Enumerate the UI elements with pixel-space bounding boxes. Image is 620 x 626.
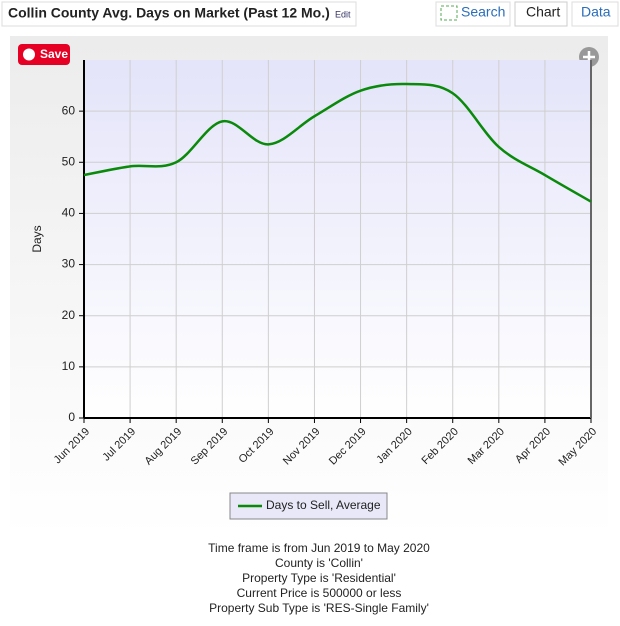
tab[interactable]	[514, 1, 568, 27]
y-tick-label: 30	[62, 257, 76, 271]
save-label[interactable]: Save	[40, 47, 68, 61]
y-tick-label: 40	[62, 206, 76, 220]
pin-icon	[23, 48, 35, 61]
edit-link[interactable]: Edit	[335, 9, 351, 19]
tab-label[interactable]: Chart	[526, 4, 560, 20]
tab-label[interactable]: Search	[461, 4, 505, 20]
y-tick-label: 60	[62, 103, 76, 117]
plot-area	[84, 60, 591, 418]
search-icon	[440, 5, 458, 21]
y-tick-label: 10	[62, 359, 76, 373]
note: Property Sub Type is 'RES-Single Family'	[209, 601, 429, 615]
y-tick-label: 0	[68, 410, 75, 424]
legend-box	[229, 492, 388, 520]
data-line	[83, 82, 592, 203]
header-title: Collin County Avg. Days on Market (Past …	[8, 5, 330, 21]
header-box	[1, 1, 357, 27]
note: Time frame is from Jun 2019 to May 2020	[208, 541, 430, 555]
note: County is 'Collin'	[275, 556, 363, 570]
legend-label: Days to Sell, Average	[266, 498, 381, 512]
tab-label[interactable]: Data	[581, 4, 611, 20]
tab[interactable]	[571, 1, 619, 27]
y-tick-label: 50	[62, 154, 76, 168]
note: Current Price is 500000 or less	[237, 586, 402, 600]
y-axis-label: Days	[30, 225, 44, 252]
note: Property Type is 'Residential'	[242, 571, 396, 585]
y-tick-label: 20	[62, 308, 76, 322]
